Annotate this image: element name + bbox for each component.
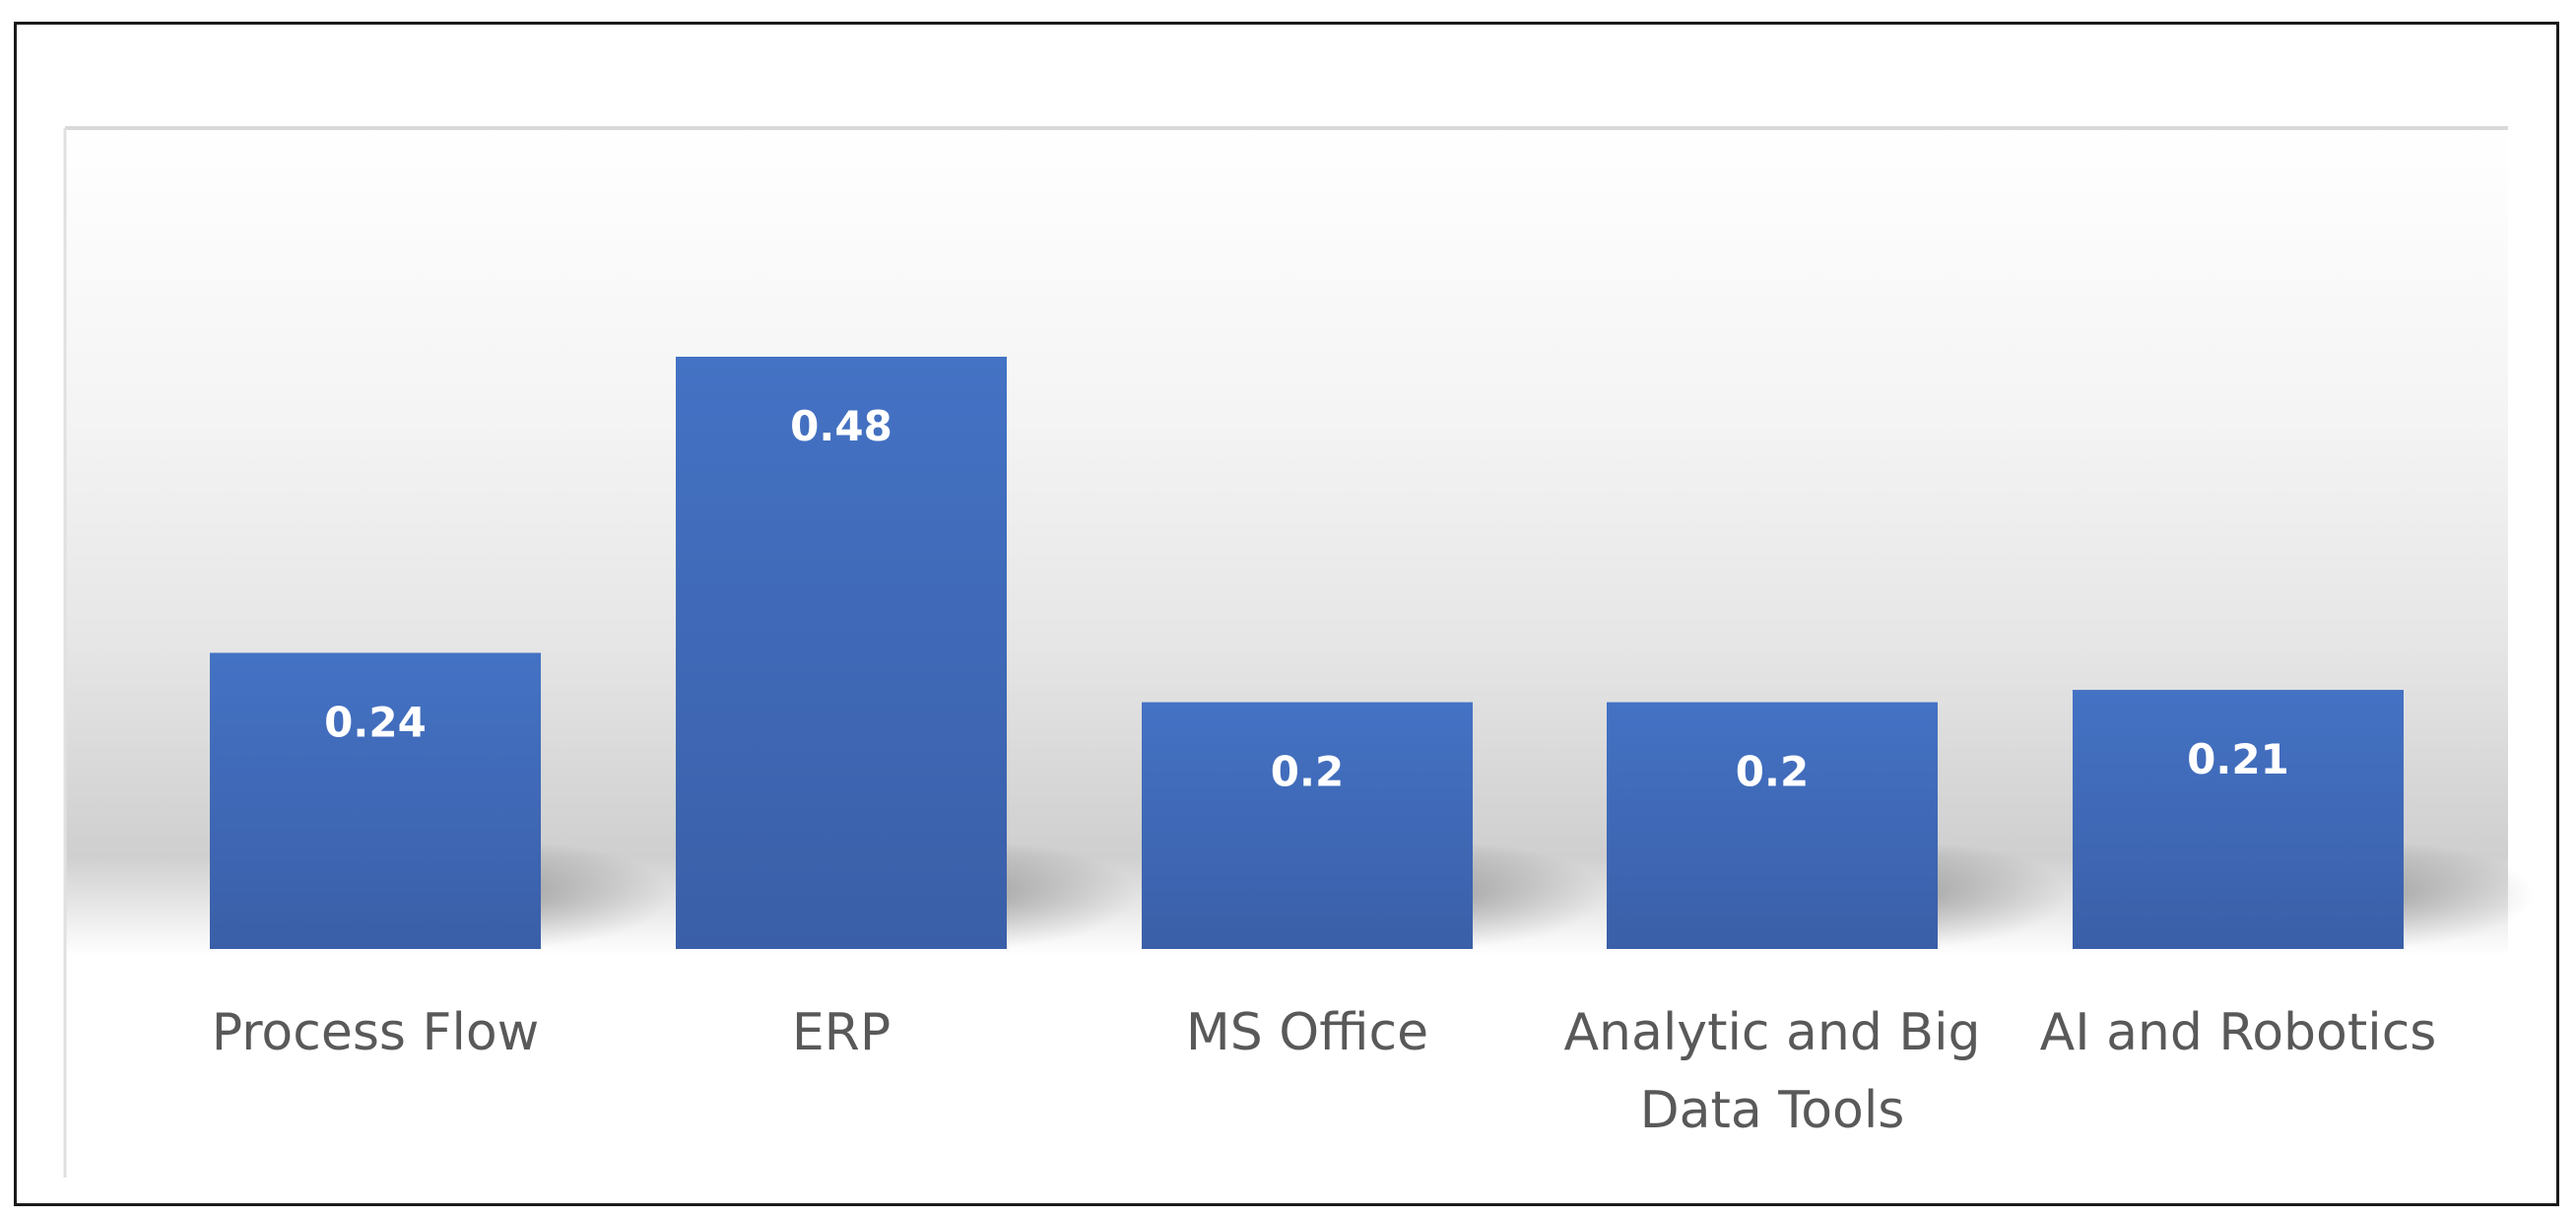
category-labels: Process Flow ERP MS Office Analytic and Big… [212,1003,2437,1140]
category-label: Analytic and Big [1563,1003,1980,1062]
category-label: Process Flow [212,1003,540,1062]
bar [210,652,541,949]
bar [1607,702,1938,949]
bar-value-label: 0.2 [1736,748,1809,796]
bar [2073,690,2404,949]
bar-value-label: 0.2 [1271,748,1344,796]
bar-value-label: 0.21 [2187,735,2289,783]
category-label: Data Tools [1640,1081,1905,1140]
bar [676,357,1007,949]
bar-value-label: 0.48 [790,402,892,450]
category-label: ERP [792,1003,891,1062]
bar-value-label: 0.24 [324,699,427,747]
bar [1142,702,1473,949]
category-label: MS Office [1186,1003,1428,1062]
bars [210,357,2404,949]
category-label: AI and Robotics [2040,1003,2437,1062]
data-labels: 0.24 0.48 0.2 0.2 0.21 [324,402,2289,796]
